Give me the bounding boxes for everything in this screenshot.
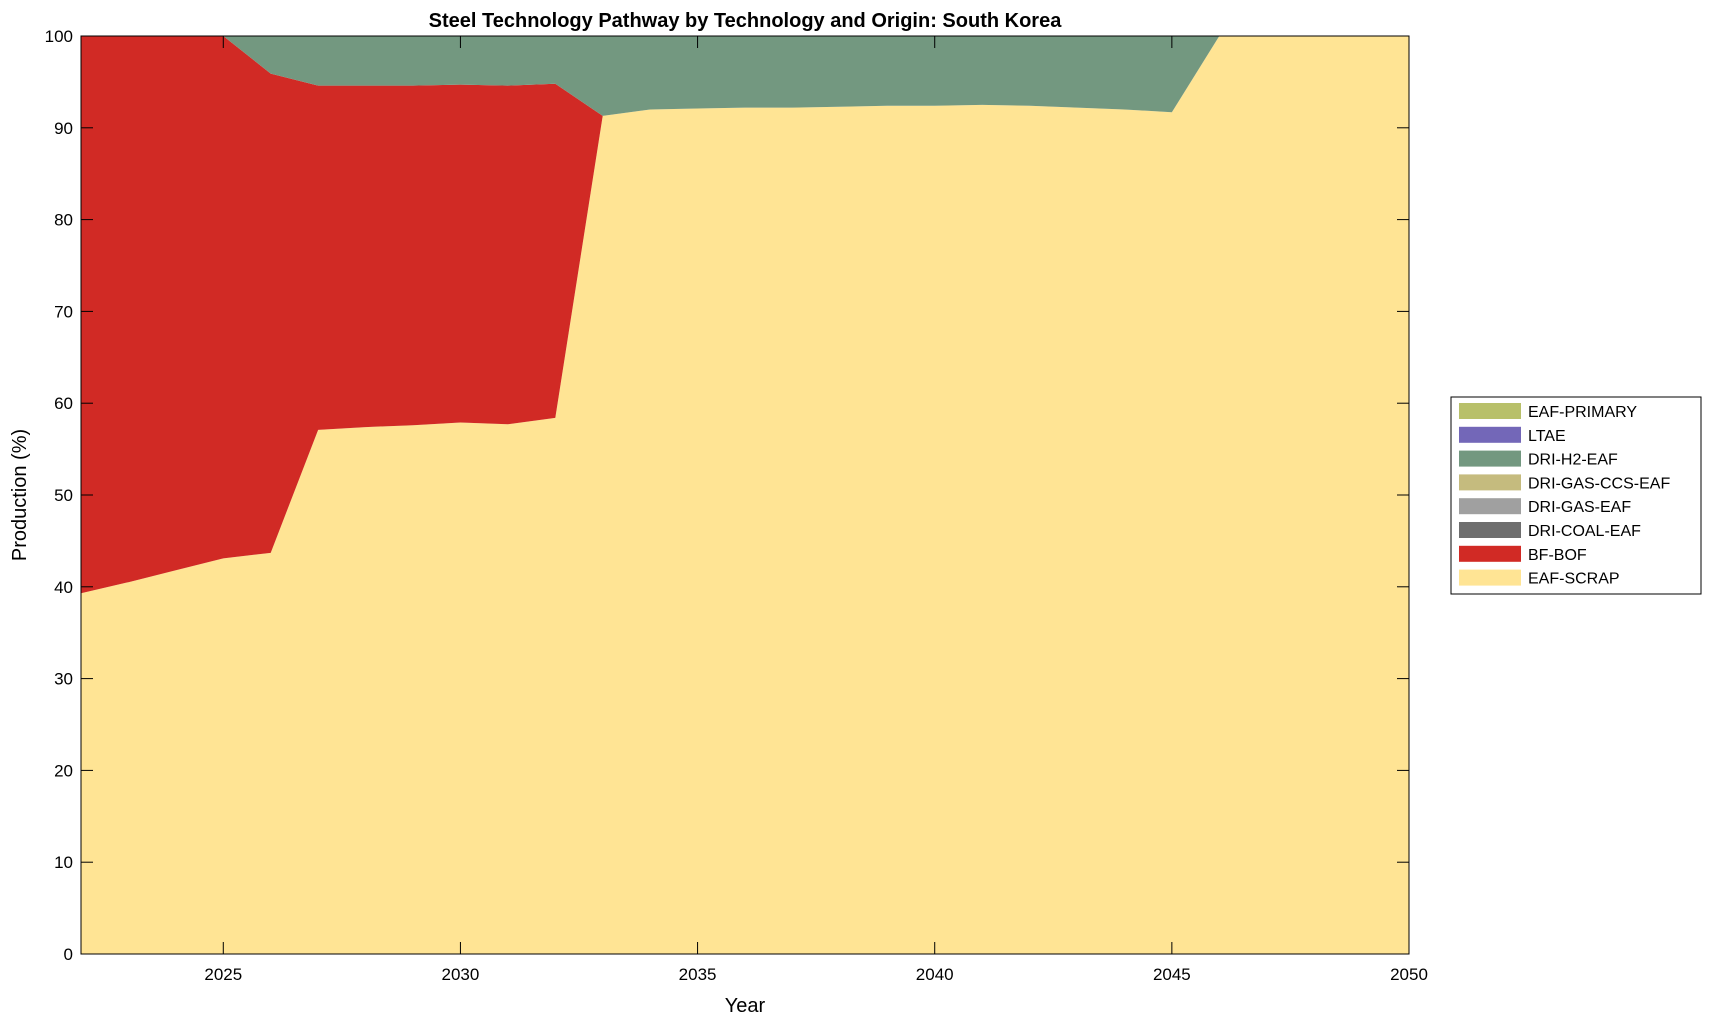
legend-swatch-eaf-scrap	[1459, 569, 1521, 586]
y-tick-label: 50	[54, 486, 73, 505]
legend-box	[1450, 396, 1702, 595]
area-series-eaf-scrap	[81, 36, 1409, 954]
y-tick-label: 100	[45, 27, 73, 46]
legend: EAF-PRIMARY LTAE DRI-H2-EAF DRI-GAS-CCS-EAF…	[1450, 396, 1702, 595]
legend-label-dri-gas-ccs-eaf: DRI-GAS-CCS-EAF	[1528, 475, 1670, 492]
x-tick-label: 2025	[204, 965, 242, 984]
y-tick-label: 90	[54, 119, 73, 138]
y-tick-label: 0	[64, 945, 73, 964]
x-tick-label: 2040	[916, 965, 954, 984]
legend-swatch-ltae	[1459, 426, 1521, 443]
y-tick-label: 70	[54, 302, 73, 321]
y-tick-label: 40	[54, 578, 73, 597]
legend-swatch-dri-gas-eaf	[1459, 498, 1521, 515]
y-axis-label: Production (%)	[9, 429, 31, 561]
area-series-bf-bof	[81, 36, 1409, 594]
area-series-dri-h2-eaf	[81, 36, 1409, 116]
chart-title: Steel Technology Pathway by Technology a…	[429, 10, 1063, 32]
x-tick-label: 2030	[442, 965, 480, 984]
area-series-layer	[81, 36, 1409, 954]
y-tick-label: 30	[54, 670, 73, 689]
legend-swatch-dri-coal-eaf	[1459, 522, 1521, 538]
legend-swatch-eaf-primary	[1459, 403, 1521, 419]
legend-swatch-dri-gas-ccs-eaf	[1459, 474, 1521, 491]
x-tick-label: 2045	[1153, 965, 1191, 984]
x-axis-label: Year	[725, 995, 766, 1017]
y-tick-label: 10	[54, 853, 73, 872]
x-tick-label: 2035	[679, 965, 717, 984]
y-tick-label: 20	[54, 761, 73, 780]
y-tick-label: 60	[54, 394, 73, 413]
axis-ticks-layer: 2025 2030 2035 2040 2045 20500102030405060708…	[45, 27, 1428, 984]
legend-label-eaf-primary: EAF-PRIMARY	[1528, 404, 1637, 421]
legend-label-dri-gas-eaf: DRI-GAS-EAF	[1528, 499, 1631, 516]
legend-swatch-dri-h2-eaf	[1459, 450, 1521, 467]
legend-label-dri-coal-eaf: DRI-COAL-EAF	[1528, 523, 1641, 540]
legend-label-eaf-scrap: EAF-SCRAP	[1528, 571, 1620, 588]
legend-swatch-bf-bof	[1459, 545, 1521, 562]
legend-label-dri-h2-eaf: DRI-H2-EAF	[1528, 452, 1618, 469]
legend-label-bf-bof: BF-BOF	[1528, 547, 1587, 564]
y-tick-label: 80	[54, 211, 73, 230]
legend-label-ltae: LTAE	[1528, 428, 1566, 445]
x-tick-label: 2050	[1390, 965, 1428, 984]
